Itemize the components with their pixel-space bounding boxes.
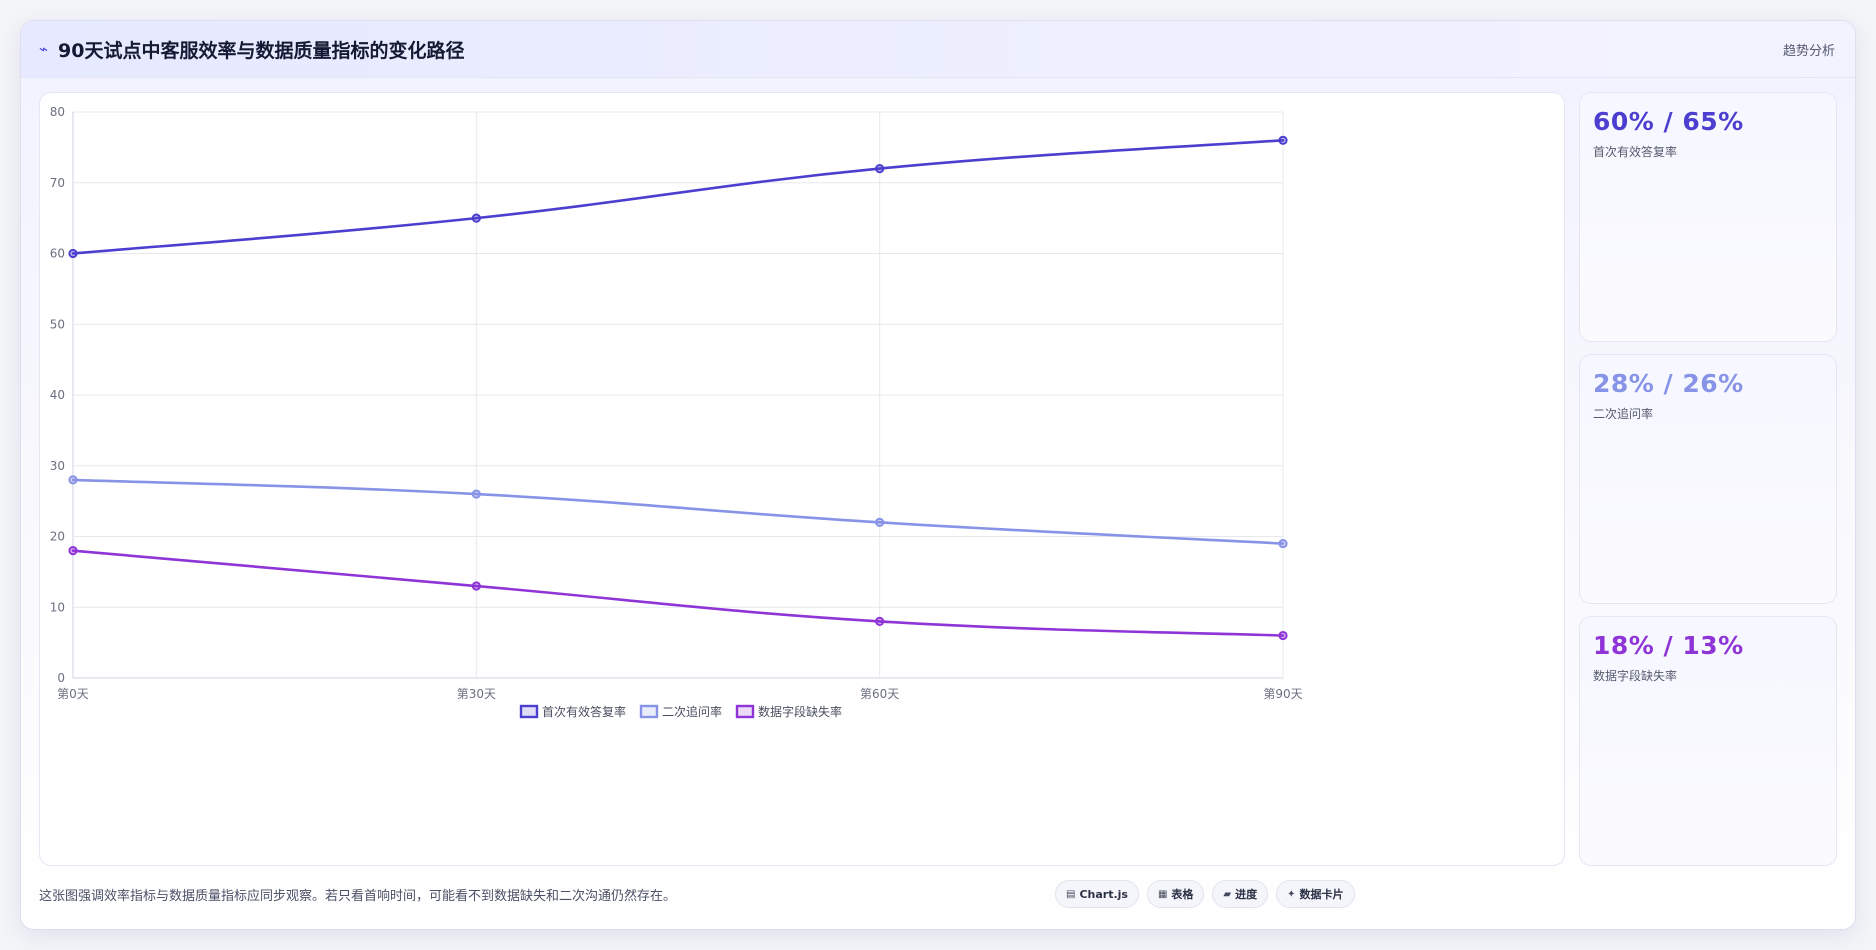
legend-swatch — [639, 704, 659, 719]
legend-swatch — [735, 704, 755, 719]
x-tick-label: 第90天 — [1263, 687, 1302, 701]
data-point — [68, 546, 78, 556]
series-line — [71, 478, 1285, 545]
stat-label: 首次有效答复率 — [1593, 145, 1678, 159]
y-tick-label: 10 — [50, 600, 65, 614]
legend-item-0: 首次有效答复率 — [519, 704, 626, 719]
trend-icon: ⌁ — [39, 40, 49, 58]
y-tick-label: 50 — [50, 317, 65, 331]
chip-label: 表格 — [1171, 888, 1194, 901]
y-tick-label: 0 — [57, 671, 65, 685]
stat-value: 18% / 13% — [1593, 631, 1744, 660]
legend-layer: 首次有效答复率 二次追问率 数据字段缺失率 — [519, 704, 842, 719]
series-line — [71, 139, 1285, 255]
chart-card: ⌁ 90天试点中客服效率与数据质量指标的变化路径 趋势分析 0 10 20 30 40 5… — [20, 20, 1856, 930]
stat-value: 28% / 26% — [1593, 369, 1744, 398]
data-point — [471, 489, 481, 499]
y-tick-label: 30 — [50, 459, 65, 473]
footer-note: 这张图强调效率指标与数据质量指标应同步观察。若只看首响时间，可能看不到数据缺失和… — [39, 888, 677, 904]
y-tick-label: 40 — [50, 388, 65, 402]
series-2 — [68, 546, 1288, 641]
series-0 — [68, 135, 1288, 259]
stat-card-follow-up: 28% / 26% 二次追问率 — [1579, 354, 1837, 604]
data-point — [875, 164, 885, 174]
y-tick-label: 80 — [50, 105, 65, 119]
data-point — [471, 213, 481, 223]
card-header: ⌁ 90天试点中客服效率与数据质量指标的变化路径 趋势分析 — [21, 21, 1855, 78]
x-tick-label: 第30天 — [457, 687, 496, 701]
grid-layer — [72, 111, 1284, 679]
legend-swatch — [519, 704, 539, 719]
legend-label: 二次追问率 — [662, 704, 722, 719]
axis-layer: 0 10 20 30 40 50 60 70 80 第0天 第30天 第60天 第90天 — [50, 105, 1303, 701]
y-tick-label: 20 — [50, 530, 65, 544]
chip-label: 数据卡片 — [1299, 888, 1344, 901]
series-1 — [68, 475, 1288, 549]
stats-column: 60% / 65% 首次有效答复率 28% / 26% 二次追问率 18% / … — [1579, 92, 1837, 878]
legend-item-2: 数据字段缺失率 — [735, 704, 842, 719]
x-tick-label: 第60天 — [860, 687, 899, 701]
line-chart: 0 10 20 30 40 50 60 70 80 第0天 第30天 第60天 第90天 首次有效答复率… — [50, 105, 1303, 719]
page-title: 90天试点中客服效率与数据质量指标的变化路径 — [58, 39, 465, 62]
legend-label: 首次有效答复率 — [542, 704, 626, 719]
data-point — [68, 475, 78, 485]
stat-card-missing-fields: 18% / 13% 数据字段缺失率 — [1579, 616, 1837, 866]
data-point — [1278, 538, 1288, 549]
chip-table[interactable]: ▦ 表格 — [1146, 880, 1205, 908]
progress-icon: ▰ — [1223, 888, 1232, 900]
x-tick-label: 第0天 — [57, 687, 89, 701]
card-icon: ✦ — [1287, 888, 1296, 900]
data-point — [875, 616, 885, 627]
table-icon: ▦ — [1157, 888, 1168, 900]
data-point — [875, 517, 885, 527]
chip-chartjs[interactable]: ▤ Chart.js — [1055, 880, 1139, 908]
data-point — [1278, 135, 1288, 145]
data-point — [1278, 630, 1288, 641]
series-line — [71, 549, 1285, 637]
chip-group: ▤ Chart.js ▦ 表格 ▰ 进度 ✦ 数据卡片 — [1055, 880, 1355, 908]
chip-label: Chart.js — [1079, 887, 1128, 901]
stat-label: 数据字段缺失率 — [1593, 669, 1678, 683]
y-tick-label: 60 — [50, 247, 65, 261]
legend-item-1: 二次追问率 — [639, 704, 722, 719]
data-point — [68, 248, 78, 259]
legend-label: 数据字段缺失率 — [758, 704, 842, 719]
chip-progress[interactable]: ▰ 进度 — [1212, 880, 1269, 908]
stat-card-first-response: 60% / 65% 首次有效答复率 — [1579, 92, 1837, 342]
chip-label: 进度 — [1235, 888, 1258, 901]
header-tag: 趋势分析 — [1782, 43, 1835, 59]
stat-value: 60% / 65% — [1593, 107, 1744, 136]
series-layer — [68, 135, 1288, 641]
chart-icon: ▤ — [1066, 888, 1076, 900]
title-wrap: ⌁ 90天试点中客服效率与数据质量指标的变化路径 — [39, 36, 464, 63]
y-tick-label: 70 — [50, 176, 65, 190]
stat-label: 二次追问率 — [1593, 407, 1654, 421]
card-body: 0 10 20 30 40 50 60 70 80 第0天 第30天 第60天 第90天 首次有效答复率… — [21, 78, 1855, 929]
chip-data-card[interactable]: ✦ 数据卡片 — [1276, 880, 1355, 908]
data-point — [471, 581, 481, 591]
card-footer: 这张图强调效率指标与数据质量指标应同步观察。若只看首响时间，可能看不到数据缺失和… — [39, 874, 1835, 914]
chart-panel: 0 10 20 30 40 50 60 70 80 第0天 第30天 第60天 第90天 首次有效答复率… — [39, 92, 1565, 866]
